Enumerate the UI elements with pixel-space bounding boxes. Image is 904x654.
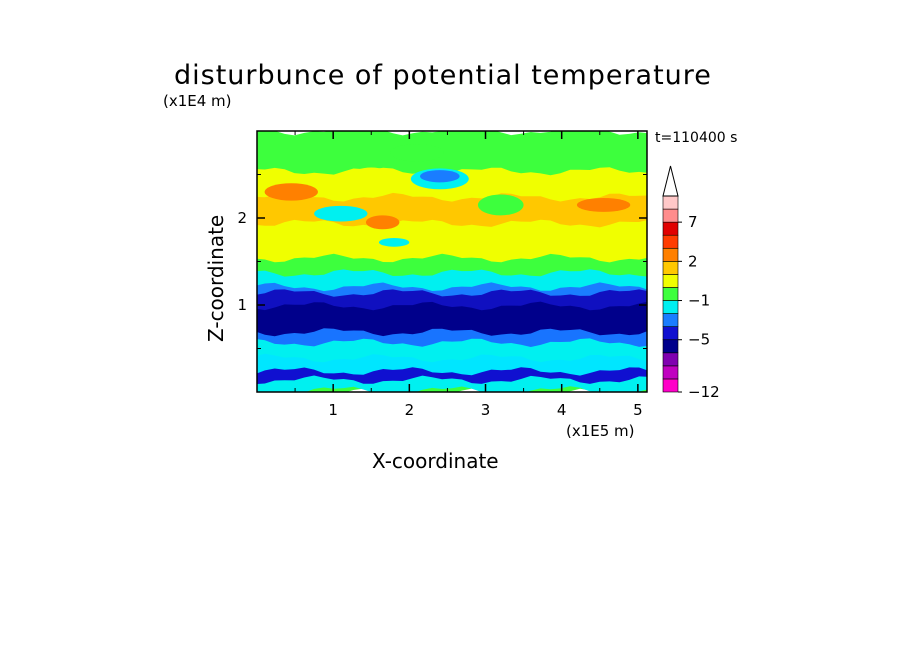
colorbar-cell [662, 313, 679, 327]
colorbar-cell [662, 195, 679, 210]
field-band [257, 268, 647, 292]
field-blob [420, 170, 460, 183]
field-blob [264, 183, 318, 201]
chart-title: disturbunce of potential temperature [174, 60, 712, 91]
x-tick-label: 5 [633, 401, 643, 419]
colorbar-extend-arrow [662, 165, 679, 197]
field-band [257, 300, 647, 337]
x-tick-label: 1 [328, 401, 338, 419]
colorbar-cell [662, 365, 679, 380]
colorbar-label: −12 [688, 383, 720, 401]
x-tick-label: 4 [557, 401, 567, 419]
colorbar-cell [662, 326, 679, 341]
time-label: t=110400 s [655, 130, 738, 146]
colorbar-label: 7 [688, 213, 698, 231]
axes: 1 2 3 4 5 1 2 [237, 131, 647, 419]
colorbar: −12−5−127 [662, 165, 720, 401]
plot-bands [257, 131, 647, 392]
colorbar-cell [662, 274, 679, 288]
y-tick-label: 1 [237, 296, 247, 314]
field-blob [378, 238, 410, 247]
x-tick-label: 3 [481, 401, 491, 419]
colorbar-cell [662, 208, 679, 223]
x-axis-exponent: (x1E5 m) [566, 422, 635, 440]
colorbar-cell [662, 352, 679, 367]
field-band [257, 366, 647, 384]
y-tick-label: 2 [237, 209, 247, 227]
field-blob [314, 205, 368, 222]
x-tick-label: 2 [405, 401, 415, 419]
field-band [257, 374, 647, 392]
colorbar-label: −5 [688, 331, 710, 349]
colorbar-cell [662, 287, 679, 301]
colorbar-cell [662, 247, 679, 262]
colorbar-cell [662, 221, 679, 236]
field-blob [576, 197, 631, 212]
field-band [257, 337, 647, 363]
colorbar-cell [662, 234, 679, 249]
field-band [257, 252, 647, 277]
plot-blobs [264, 144, 631, 247]
colorbar-cell [662, 378, 679, 393]
colorbar-cell [662, 261, 679, 275]
field-blob [352, 167, 391, 182]
x-axis-label: X-coordinate [372, 449, 499, 473]
field-band [257, 131, 647, 176]
colorbar-label: 2 [688, 252, 698, 270]
colorbar-cell [662, 300, 679, 314]
colorbar-cell [662, 339, 679, 354]
field-band [257, 327, 647, 347]
y-axis-exponent: (x1E4 m) [163, 92, 232, 110]
field-blob [390, 144, 444, 162]
field-blob [365, 215, 400, 230]
field-blob [477, 194, 524, 216]
colorbar-label: −1 [688, 292, 710, 310]
field-band [257, 218, 647, 263]
